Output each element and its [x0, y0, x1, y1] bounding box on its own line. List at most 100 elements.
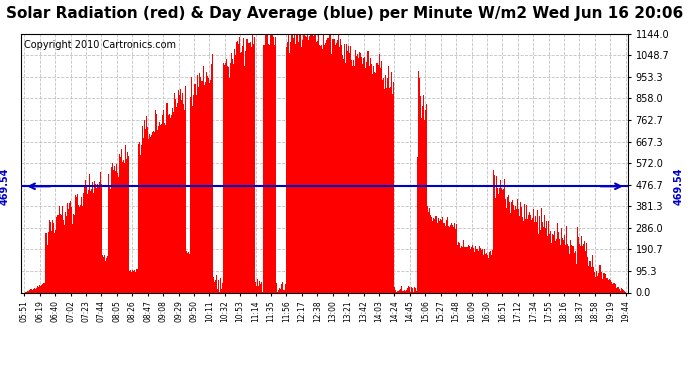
Bar: [394, 286, 395, 292]
Bar: [193, 95, 194, 292]
Bar: [136, 271, 137, 292]
Bar: [508, 195, 509, 292]
Bar: [309, 36, 310, 292]
Bar: [338, 34, 339, 292]
Bar: [430, 219, 431, 292]
Bar: [158, 126, 159, 292]
Bar: [386, 82, 387, 292]
Bar: [336, 61, 337, 292]
Bar: [445, 222, 446, 292]
Bar: [125, 145, 126, 292]
Bar: [78, 205, 79, 292]
Bar: [362, 64, 363, 292]
Bar: [102, 255, 103, 292]
Bar: [496, 177, 497, 292]
Bar: [462, 247, 463, 292]
Bar: [33, 288, 34, 292]
Bar: [323, 35, 324, 292]
Bar: [337, 40, 338, 292]
Bar: [324, 45, 325, 292]
Bar: [381, 61, 382, 292]
Bar: [596, 271, 597, 292]
Bar: [183, 104, 184, 292]
Bar: [466, 247, 467, 292]
Bar: [82, 206, 83, 292]
Bar: [437, 219, 438, 292]
Bar: [321, 46, 322, 292]
Bar: [229, 78, 230, 292]
Bar: [512, 200, 513, 292]
Bar: [231, 53, 232, 292]
Bar: [285, 284, 286, 292]
Bar: [91, 189, 92, 292]
Bar: [84, 188, 85, 292]
Bar: [498, 212, 500, 292]
Bar: [484, 249, 485, 292]
Bar: [320, 46, 321, 292]
Bar: [348, 55, 349, 292]
Bar: [279, 288, 280, 292]
Bar: [623, 290, 624, 292]
Bar: [455, 229, 456, 292]
Bar: [572, 246, 573, 292]
Bar: [126, 159, 127, 292]
Bar: [181, 101, 182, 292]
Bar: [206, 72, 207, 292]
Bar: [243, 47, 244, 292]
Bar: [446, 220, 447, 292]
Bar: [605, 274, 606, 292]
Bar: [535, 220, 537, 292]
Bar: [571, 242, 572, 292]
Bar: [339, 47, 340, 292]
Bar: [52, 240, 53, 292]
Bar: [257, 286, 258, 292]
Bar: [170, 118, 171, 292]
Bar: [327, 38, 328, 292]
Bar: [622, 291, 623, 292]
Bar: [370, 58, 371, 292]
Bar: [250, 42, 251, 292]
Bar: [403, 291, 404, 292]
Bar: [297, 35, 298, 292]
Bar: [569, 254, 570, 292]
Bar: [90, 174, 91, 292]
Bar: [140, 154, 141, 292]
Bar: [421, 118, 422, 292]
Bar: [461, 246, 462, 292]
Bar: [366, 77, 367, 292]
Bar: [234, 50, 235, 292]
Bar: [94, 182, 95, 292]
Bar: [264, 45, 265, 292]
Bar: [98, 190, 99, 292]
Bar: [101, 184, 102, 292]
Bar: [54, 233, 55, 292]
Bar: [148, 141, 149, 292]
Bar: [236, 42, 237, 292]
Bar: [255, 282, 256, 292]
Bar: [591, 267, 592, 292]
Bar: [372, 80, 373, 292]
Bar: [156, 114, 157, 292]
Bar: [601, 272, 602, 292]
Bar: [450, 223, 451, 292]
Bar: [45, 281, 46, 292]
Bar: [463, 245, 464, 292]
Bar: [283, 286, 284, 292]
Bar: [621, 288, 622, 292]
Bar: [115, 171, 116, 292]
Bar: [220, 278, 221, 292]
Bar: [378, 65, 379, 292]
Bar: [154, 129, 155, 292]
Bar: [429, 209, 430, 292]
Bar: [305, 36, 306, 292]
Bar: [149, 134, 150, 292]
Bar: [457, 237, 458, 292]
Bar: [80, 205, 81, 292]
Bar: [142, 126, 143, 292]
Bar: [270, 36, 271, 292]
Bar: [423, 95, 424, 292]
Bar: [299, 34, 300, 292]
Bar: [208, 78, 209, 292]
Bar: [212, 71, 213, 292]
Bar: [416, 291, 417, 292]
